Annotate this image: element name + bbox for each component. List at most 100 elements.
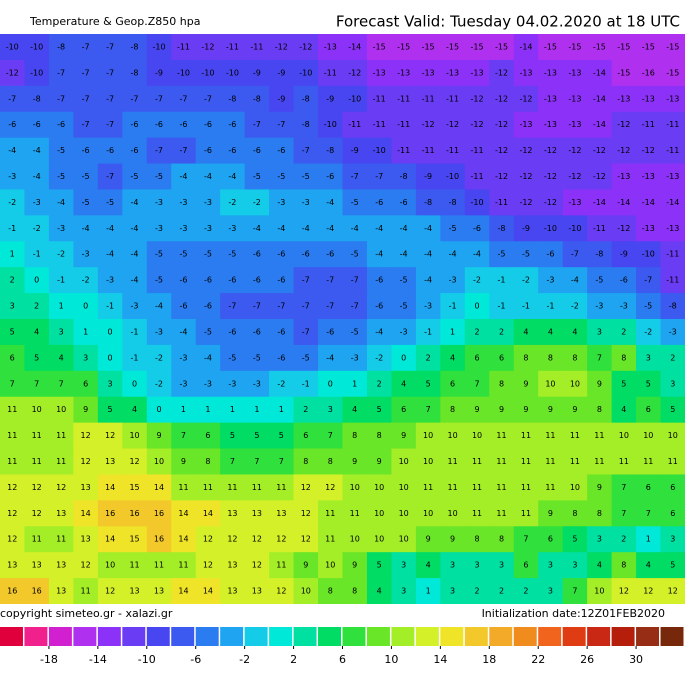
temp-value: 10	[668, 431, 678, 440]
temp-cell	[587, 370, 613, 398]
temp-value: -5	[253, 172, 261, 181]
temp-value: 4	[572, 327, 577, 336]
temp-cell	[24, 189, 50, 216]
temp-value: 13	[227, 509, 237, 518]
temp-value: -11	[446, 146, 459, 155]
temp-cell	[366, 111, 392, 139]
temp-cell	[538, 241, 564, 268]
temp-cell	[97, 163, 123, 190]
temp-cell	[489, 552, 515, 579]
temp-value: 12	[105, 587, 115, 596]
temp-cell	[293, 500, 319, 527]
temp-value: 3	[59, 327, 64, 336]
temp-value: -13	[519, 68, 532, 77]
temp-value: 8	[597, 405, 602, 414]
temp-value: -7	[302, 327, 310, 336]
temp-value: 8	[548, 353, 553, 362]
temp-cell	[97, 215, 123, 242]
temp-value: -7	[228, 302, 236, 311]
temp-cell	[122, 500, 148, 527]
temp-value: -2	[155, 353, 163, 362]
temp-cell	[293, 552, 319, 579]
temp-value: -11	[642, 120, 655, 129]
temp-value: -3	[669, 327, 677, 336]
temp-cell	[73, 293, 99, 320]
temp-cell	[146, 578, 172, 605]
temp-value: -1	[424, 327, 432, 336]
temp-value: -9	[620, 250, 628, 259]
temp-value: 13	[252, 509, 262, 518]
temp-cell	[244, 241, 270, 268]
temp-value: 12	[81, 457, 91, 466]
temp-value: -4	[326, 224, 334, 233]
temp-value: 8	[499, 535, 504, 544]
temp-cell	[660, 189, 685, 216]
temp-cell	[366, 137, 392, 165]
temp-value: -13	[544, 94, 557, 103]
temp-value: -3	[179, 224, 187, 233]
temp-value: -4	[375, 250, 383, 259]
temp-value: -11	[397, 94, 410, 103]
colorbar-swatch	[562, 627, 586, 646]
temp-value: -13	[617, 94, 630, 103]
temp-cell	[73, 59, 99, 87]
temp-value: 5	[108, 405, 113, 414]
temp-cell	[293, 293, 319, 320]
temp-value: 3	[548, 561, 553, 570]
temp-cell	[660, 526, 685, 553]
temp-cell	[318, 137, 343, 165]
temp-value: 11	[521, 509, 531, 518]
temp-value: -6	[57, 120, 65, 129]
temp-cell	[195, 552, 221, 579]
temp-value: 2	[34, 302, 39, 311]
temp-value: 11	[56, 457, 66, 466]
temp-value: 5	[646, 379, 651, 388]
temp-value: -12	[617, 146, 630, 155]
temp-cell	[342, 34, 368, 61]
temp-cell	[195, 241, 221, 268]
temp-value: -2	[522, 276, 530, 285]
temp-value: -4	[375, 224, 383, 233]
temp-value: -6	[546, 250, 554, 259]
temp-value: -5	[57, 172, 65, 181]
temp-value: -4	[57, 198, 65, 207]
temp-value: 11	[325, 509, 335, 518]
temp-value: -15	[617, 68, 630, 77]
temp-cell	[464, 500, 490, 527]
temp-value: 11	[325, 535, 335, 544]
temp-cell	[171, 267, 197, 294]
temp-cell	[48, 215, 74, 242]
temp-value: 10	[154, 457, 164, 466]
temp-value: 6	[83, 379, 88, 388]
temp-value: 11	[154, 561, 164, 570]
colorbar-swatch	[464, 627, 488, 646]
temp-value: -6	[277, 250, 285, 259]
temp-value: 13	[227, 587, 237, 596]
temp-cell	[391, 578, 417, 605]
temp-cell	[342, 293, 368, 320]
temp-value: -15	[593, 42, 606, 51]
temp-value: 1	[230, 405, 235, 414]
temp-cell	[269, 448, 295, 475]
temp-value: 8	[303, 457, 308, 466]
temp-value: -8	[400, 172, 408, 181]
temp-cell	[48, 500, 74, 527]
temp-cell	[562, 137, 588, 165]
temp-value: -4	[106, 250, 114, 259]
temp-value: -11	[471, 146, 484, 155]
temp-cell	[660, 448, 685, 475]
temp-cell	[366, 448, 392, 475]
temp-cell	[513, 267, 539, 294]
temp-value: -2	[82, 276, 90, 285]
temp-cell	[415, 241, 441, 268]
temp-cell	[415, 370, 441, 398]
temp-cell	[244, 163, 270, 190]
temp-cell	[244, 396, 270, 424]
temp-cell	[0, 85, 25, 113]
temp-value: -15	[422, 42, 435, 51]
temp-cell	[562, 163, 588, 190]
temp-cell	[73, 344, 99, 372]
temp-cell	[464, 448, 490, 475]
temp-cell	[0, 189, 25, 216]
temp-cell	[415, 293, 441, 320]
